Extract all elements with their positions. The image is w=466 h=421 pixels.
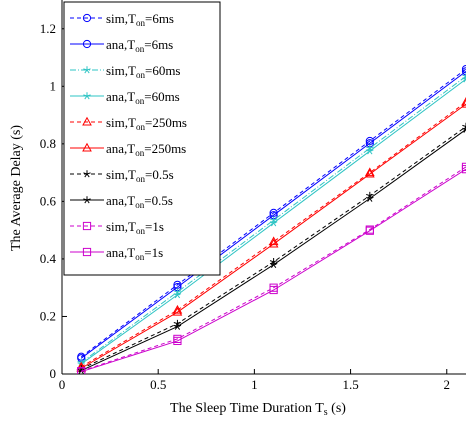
legend-label: sim,Ton=250ms	[106, 115, 187, 132]
data-point	[268, 236, 279, 246]
series-line	[80, 103, 466, 369]
legend-item: sim,Ton=6ms	[70, 11, 174, 28]
legend-label: ana,Ton=250ms	[106, 141, 186, 158]
y-tick-label: 0	[50, 366, 57, 381]
legend-item: ana,Ton=6ms	[70, 37, 173, 54]
legend-label: ana,Ton=1s	[106, 245, 163, 262]
legend-marker	[82, 247, 92, 257]
x-tick-label: 2	[444, 377, 451, 392]
data-point	[269, 219, 278, 227]
data-point	[172, 304, 183, 314]
data-point	[366, 194, 374, 202]
y-tick-label: 0.2	[40, 308, 56, 323]
legend-item: ana,Ton=1s	[70, 245, 163, 262]
series-line	[80, 68, 466, 358]
legend-marker	[82, 116, 92, 126]
data-point	[269, 285, 278, 295]
series-line	[80, 70, 466, 359]
legend-label: sim,Ton=6ms	[106, 11, 174, 28]
data-point	[77, 367, 86, 374]
axis-labels: The Sleep Time Duration Ts (s) The Avera…	[9, 125, 346, 418]
x-tick-label: 0.5	[150, 377, 166, 392]
legend-label: sim,Ton=60ms	[106, 63, 181, 80]
legend-item: ana,Ton=0.5s	[70, 193, 173, 210]
x-tick-label: 1.5	[342, 377, 358, 392]
x-axis-label: The Sleep Time Duration Ts (s)	[170, 401, 346, 418]
series-10	[77, 165, 466, 374]
legend-marker	[82, 13, 92, 23]
legend-label: sim,Ton=1s	[106, 219, 164, 236]
legend-item: sim,Ton=0.5s	[70, 167, 174, 184]
legend-item: ana,Ton=250ms	[70, 141, 186, 158]
x-tick-label: 0	[59, 377, 66, 392]
legend-item: sim,Ton=1s	[70, 219, 164, 236]
legend-label: ana,Ton=0.5s	[106, 193, 173, 210]
legend-marker	[83, 66, 91, 74]
series-8	[77, 125, 466, 374]
legend-item: ana,Ton=60ms	[70, 89, 180, 106]
legend-label: ana,Ton=60ms	[106, 89, 180, 106]
y-tick-label: 1	[50, 78, 57, 93]
legend-item: sim,Ton=60ms	[70, 63, 181, 80]
series-line	[81, 166, 466, 372]
legend-label: sim,Ton=0.5s	[106, 167, 174, 184]
legend-marker	[82, 221, 92, 231]
legend-marker	[82, 39, 92, 49]
data-point	[269, 260, 278, 269]
legend-item: sim,Ton=250ms	[70, 115, 187, 132]
legend-marker	[82, 142, 92, 152]
legend-label: ana,Ton=6ms	[106, 37, 173, 54]
data-point	[173, 291, 182, 299]
data-point	[268, 238, 279, 248]
axes: 0 0.5 1 1.5 2 0 0.2 0.4 0.6 0.8 1 1.2	[40, 0, 466, 392]
data-point	[366, 147, 374, 155]
data-point	[365, 226, 374, 235]
y-tick-label: 0.6	[40, 193, 57, 208]
y-axis-label: The Average Delay (s)	[9, 125, 24, 251]
series-line	[80, 101, 466, 368]
legend: sim,Ton=6ms ana,Ton=6ms sim,Ton=60ms ana,To…	[63, 1, 221, 276]
x-tick-label: 1	[251, 377, 258, 392]
y-tick-label: 1.2	[40, 21, 56, 36]
data-point	[364, 168, 375, 178]
legend-marker	[83, 92, 91, 100]
series-layer	[76, 64, 466, 374]
data-point	[172, 306, 183, 316]
y-tick-label: 0.4	[40, 251, 57, 266]
data-point	[461, 98, 466, 108]
data-point	[461, 96, 466, 106]
series-line	[81, 168, 466, 373]
legend-marker	[83, 170, 91, 178]
y-tick-label: 0.8	[40, 136, 56, 151]
legend-marker	[83, 196, 91, 204]
data-point	[173, 336, 182, 346]
data-point	[173, 322, 182, 330]
